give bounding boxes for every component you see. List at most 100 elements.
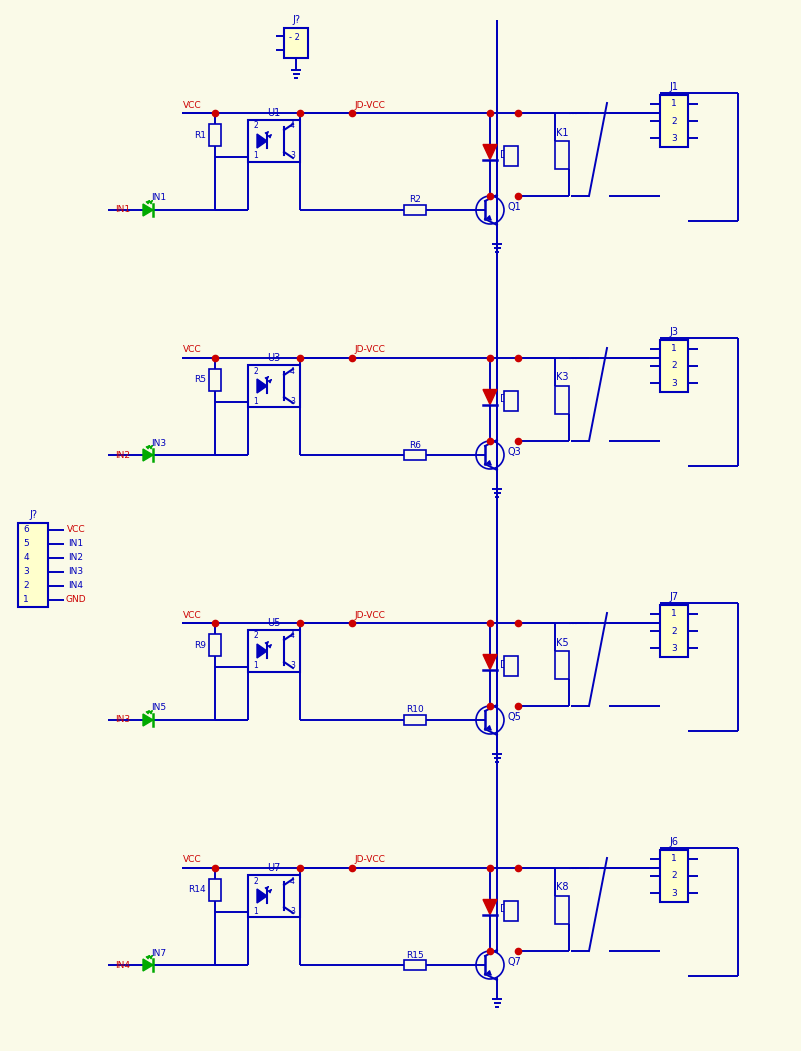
Text: R5: R5 [194,375,206,385]
Text: IN1: IN1 [68,539,83,549]
Text: R15: R15 [406,950,424,960]
Text: U1: U1 [268,108,280,118]
Polygon shape [483,390,497,405]
Text: J7: J7 [670,592,678,602]
Text: 2: 2 [253,122,258,130]
Text: IN3: IN3 [68,568,83,577]
Text: 1: 1 [671,99,677,108]
Bar [248,120,300,162]
Text: D1: D1 [500,149,513,160]
Text: 1: 1 [23,596,29,604]
Text: IN3: IN3 [115,716,130,724]
Text: JD-VCC: JD-VCC [354,611,384,619]
Bar [555,895,569,924]
Text: U5: U5 [268,618,280,628]
Text: 2: 2 [671,626,677,636]
Text: Q1: Q1 [508,202,521,212]
Text: IN1: IN1 [151,193,166,203]
Text: 3: 3 [290,151,295,161]
Bar [248,875,300,918]
Polygon shape [483,655,497,669]
Text: R1: R1 [194,130,206,140]
Text: IN7: IN7 [151,948,166,957]
Bar [555,651,569,679]
Text: JD-VCC: JD-VCC [354,346,384,354]
Text: 5: 5 [23,539,29,549]
Text: 6: 6 [23,526,29,535]
Text: JD-VCC: JD-VCC [354,856,384,865]
Bar [18,523,48,607]
Text: 2: 2 [253,877,258,886]
Text: IN4: IN4 [115,961,130,969]
Bar [404,715,426,725]
Text: R10: R10 [406,705,424,715]
Bar [209,369,221,391]
Text: 2: 2 [23,581,29,591]
Bar [404,205,426,215]
Polygon shape [483,900,497,914]
Polygon shape [257,133,267,148]
Polygon shape [257,644,267,658]
Polygon shape [143,959,153,971]
Text: 3: 3 [290,907,295,915]
Bar [248,630,300,672]
Text: 3: 3 [671,378,677,388]
Text: 1: 1 [671,610,677,618]
Text: D3: D3 [500,394,513,405]
Text: R9: R9 [194,640,206,650]
Text: K5: K5 [556,638,569,647]
Bar [504,656,518,676]
Bar [504,145,518,165]
Text: 2: 2 [671,871,677,881]
Bar [248,365,300,407]
Text: 4: 4 [290,367,295,375]
Bar [404,450,426,460]
Polygon shape [483,144,497,160]
Bar [660,605,688,657]
Text: 3: 3 [290,396,295,406]
Text: R14: R14 [188,886,206,894]
Text: 4: 4 [290,877,295,886]
Text: D8: D8 [500,905,513,914]
Text: 3: 3 [671,133,677,143]
Bar [504,391,518,411]
Text: IN4: IN4 [69,581,83,591]
Text: 2: 2 [671,117,677,125]
Text: VCC: VCC [183,346,202,354]
Text: VCC: VCC [183,611,202,619]
Polygon shape [143,204,153,217]
Text: J?: J? [29,510,37,520]
Polygon shape [143,714,153,726]
Text: IN2: IN2 [115,451,130,459]
Text: R2: R2 [409,195,421,205]
Text: U7: U7 [268,863,280,873]
Text: J3: J3 [670,327,678,337]
Text: Q7: Q7 [508,957,522,967]
Text: D5: D5 [500,659,514,669]
Text: VCC: VCC [183,856,202,865]
Text: VCC: VCC [183,101,202,109]
Text: GND: GND [66,596,87,604]
Bar [660,95,688,147]
Text: IN5: IN5 [151,703,166,713]
Bar [555,141,569,168]
Polygon shape [257,379,267,393]
Bar [284,28,308,58]
Text: K1: K1 [556,127,568,138]
Bar [209,879,221,901]
Bar [209,124,221,146]
Polygon shape [257,889,267,903]
Text: U3: U3 [268,353,280,363]
Text: JD-VCC: JD-VCC [354,101,384,109]
Text: 1: 1 [671,854,677,863]
Text: J?: J? [292,15,300,25]
Text: 4: 4 [290,632,295,640]
Bar [209,634,221,656]
Text: K3: K3 [556,372,568,383]
Text: VCC: VCC [66,526,86,535]
Text: 3: 3 [290,661,295,671]
Text: 1: 1 [253,396,258,406]
Text: Q3: Q3 [508,447,521,457]
Text: 4: 4 [23,554,29,562]
Text: J6: J6 [670,837,678,847]
